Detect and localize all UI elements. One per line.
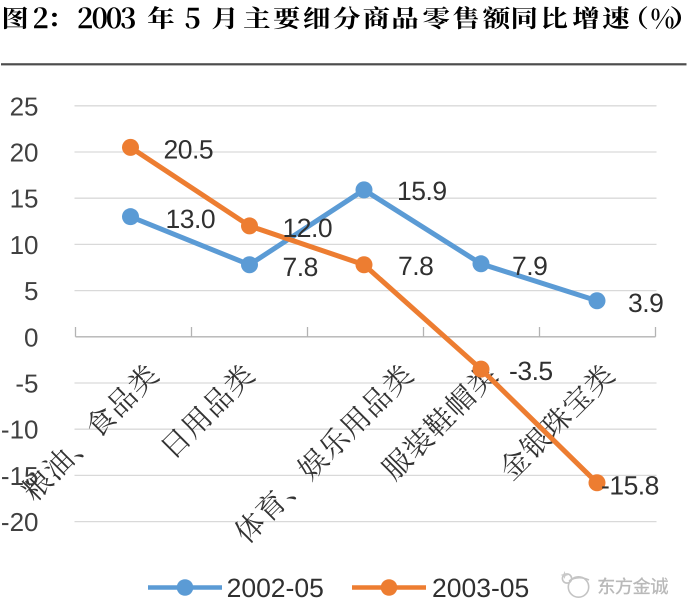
- svg-text:2002-05: 2002-05: [227, 573, 324, 603]
- svg-text:2003-05: 2003-05: [432, 573, 529, 603]
- svg-text:7.8: 7.8: [283, 252, 318, 282]
- svg-text:15: 15: [10, 184, 39, 214]
- svg-text:-15.8: -15.8: [601, 470, 659, 500]
- svg-text:0: 0: [24, 322, 38, 352]
- svg-text:-5: -5: [15, 369, 38, 399]
- svg-text:5: 5: [24, 276, 38, 306]
- svg-text:20.5: 20.5: [164, 134, 214, 164]
- svg-text:20: 20: [10, 138, 39, 168]
- svg-text:10: 10: [10, 230, 39, 260]
- svg-text:-3.5: -3.5: [509, 356, 553, 386]
- svg-text:3.9: 3.9: [628, 288, 663, 318]
- svg-text:-20: -20: [1, 507, 39, 537]
- svg-text:-10: -10: [1, 415, 39, 445]
- svg-text:15.9: 15.9: [397, 176, 447, 206]
- svg-text:13.0: 13.0: [166, 204, 216, 234]
- svg-text:25: 25: [10, 91, 39, 121]
- svg-text:7.9: 7.9: [512, 251, 547, 281]
- svg-text:-15: -15: [1, 461, 39, 491]
- svg-text:7.8: 7.8: [398, 251, 433, 281]
- svg-text:12.0: 12.0: [283, 213, 333, 243]
